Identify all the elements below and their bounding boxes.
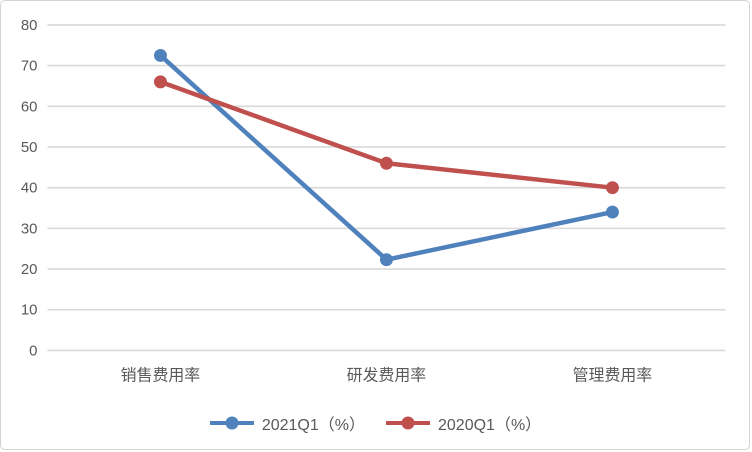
data-point-marker-0-1 xyxy=(379,253,393,267)
y-axis-tick-label: 80 xyxy=(21,17,38,34)
y-axis-tick-label: 10 xyxy=(21,302,38,319)
legend-line-marker-icon-2021q1 xyxy=(209,416,254,430)
y-axis-tick-label: 20 xyxy=(21,261,38,278)
data-point-marker-1-2 xyxy=(605,181,619,195)
x-axis-category-label: 销售费用率 xyxy=(121,366,201,384)
data-point-marker-1-1 xyxy=(379,156,393,170)
x-axis-category-label: 研发费用率 xyxy=(347,366,427,384)
legend-label-2021q1: 2021Q1（%） xyxy=(261,417,365,434)
legend-line-marker-icon-2020q1 xyxy=(386,416,430,430)
x-axis-category-label: 管理费用率 xyxy=(573,366,653,384)
legend-dot-icon xyxy=(225,416,239,430)
y-axis-tick-label: 30 xyxy=(21,220,38,237)
y-axis-tick-label: 40 xyxy=(21,180,38,197)
legend-dot-icon xyxy=(401,416,415,430)
legend-item-2020q1: 2020Q1（%） xyxy=(385,411,541,435)
series-line-1 xyxy=(158,79,615,190)
y-axis-tick-label: 60 xyxy=(21,98,38,115)
legend-item-2021q1: 2021Q1（%） xyxy=(209,411,365,435)
y-axis-tick-label: 0 xyxy=(29,342,37,359)
y-axis-tick-label: 70 xyxy=(21,58,38,75)
data-point-marker-0-0 xyxy=(153,48,167,62)
legend: 2021Q1（%） 2020Q1（%） xyxy=(1,411,749,435)
data-point-marker-0-2 xyxy=(605,205,619,219)
data-point-marker-1-0 xyxy=(153,75,167,89)
legend-label-2020q1: 2020Q1（%） xyxy=(438,417,542,434)
y-axis-tick-label: 50 xyxy=(21,139,38,156)
